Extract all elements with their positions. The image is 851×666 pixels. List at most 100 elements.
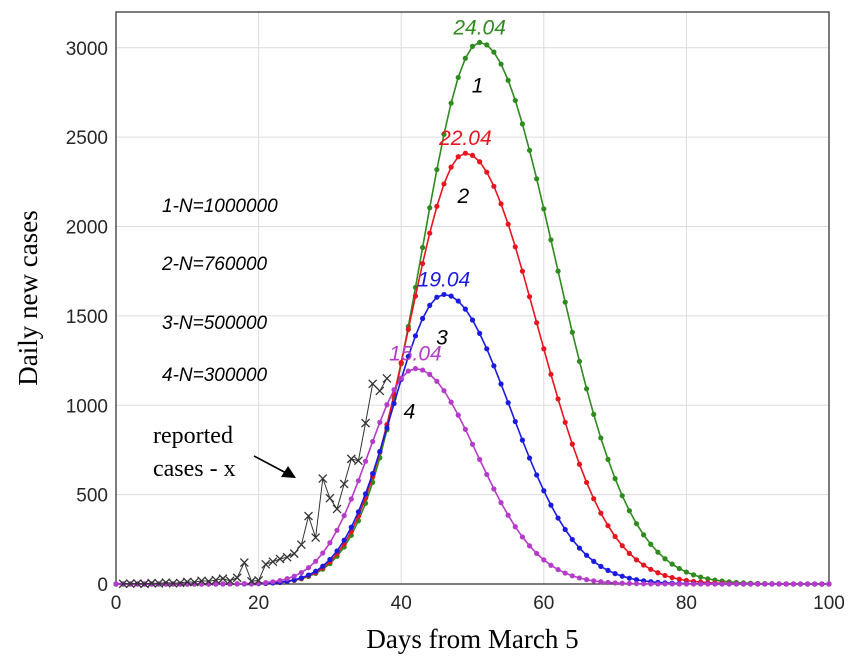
reported-case-marker [339,479,349,489]
reported-case-marker [125,579,135,589]
series-point [562,299,568,305]
series-point [455,154,461,160]
series-point [619,580,625,586]
series-point [641,532,647,538]
series-point [348,524,354,530]
reported-case-marker [318,474,328,483]
series-point [633,581,640,587]
series-point [441,131,447,137]
series-point [498,61,504,67]
series-point [320,563,326,569]
series-point [427,302,433,308]
series-point [626,550,632,557]
grid [115,12,830,585]
series-point [469,441,476,447]
series-point [412,293,419,299]
series-point [462,150,468,156]
series-point [434,166,440,173]
series-point [526,543,533,549]
series-point [676,576,682,582]
series-point [562,570,568,576]
series-point [469,317,476,323]
reported-case-marker [332,504,342,514]
legend-entry-1: 1-N=1000000 [162,196,278,217]
series-point [555,515,561,521]
peak-date-label-1: 24.04 [452,16,506,39]
series-point [626,580,632,587]
series-point [334,527,340,533]
series-point [512,97,518,104]
legend-entry-2: 2-N=760000 [161,254,268,275]
series-point [605,456,611,462]
series-point [434,294,440,300]
peak-date-label-4: 15.04 [389,343,442,366]
series-point [676,565,682,572]
y-axis-label: Daily new cases [13,210,43,385]
series-point [498,500,504,506]
series-point [441,291,447,298]
series-point [405,368,411,374]
series-point [555,268,561,274]
series-point [669,581,675,587]
series-point [427,205,433,211]
series-point [591,496,597,502]
series-point [548,562,554,568]
series-point [334,548,340,554]
series-point [377,448,383,455]
series-point [669,574,675,581]
series-point [633,521,640,527]
peak-date-label-2: 22.04 [438,127,492,150]
series-point [569,573,575,579]
series-point [626,508,632,514]
series-point [569,441,575,447]
series-point [740,581,747,587]
series-point [434,203,440,209]
series-point [491,49,497,55]
series-point [462,306,468,312]
series-point [320,550,326,556]
series-point [455,412,461,418]
y-tick-label: 500 [76,486,108,507]
series-point [512,418,518,425]
series-point [484,169,490,175]
series-point [519,268,526,274]
x-tick-label: 0 [111,593,122,614]
series-1: 24.04 1 [113,16,832,587]
reported-case-marker [189,577,199,587]
reported-case-marker [282,552,292,562]
series-point [576,358,583,364]
series-point [313,558,319,564]
series-point [755,581,761,587]
reported-case-marker [182,577,192,587]
series-point [776,581,782,587]
series-point [284,576,290,582]
series-point [448,399,454,405]
series-point [362,458,369,464]
series-point [341,513,347,519]
reported-case-marker [311,533,321,542]
series-point [655,581,661,587]
series-point [534,472,540,478]
series-point [612,533,618,540]
series-point [462,55,468,61]
series-point [291,573,297,579]
series-point [462,426,468,432]
series-layer: 24.04 1 22.04 2 19.04 315.04 4 [113,16,832,587]
series-point [812,581,818,587]
series-point [819,581,825,587]
series-point [512,524,518,530]
series-point [683,569,690,575]
series-point [113,581,119,587]
series-point [569,536,575,543]
reported-cases-series [118,373,392,589]
reported-case-marker [261,559,271,569]
series-point [541,488,547,494]
series-point [419,315,426,322]
series-point [455,74,461,81]
series-point [412,366,419,372]
series-point [384,402,390,408]
series-point [391,400,397,407]
series-point [484,42,490,48]
reported-case-marker [304,511,313,521]
